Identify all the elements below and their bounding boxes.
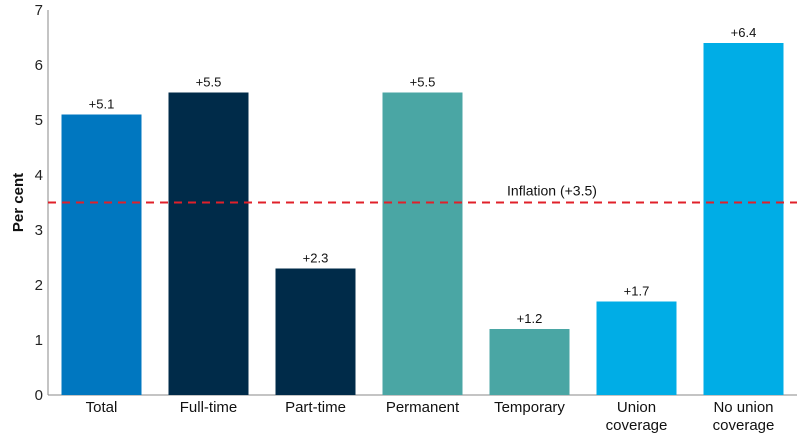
category-label: Temporary <box>494 399 565 416</box>
bars <box>61 43 784 395</box>
y-axis-title: Per cent <box>10 173 27 232</box>
y-tick-label: 6 <box>35 57 43 74</box>
y-tick-label: 7 <box>35 2 43 19</box>
inflation-reference-label: Inflation (+3.5) <box>507 183 597 199</box>
y-ticks: 0 1 2 3 4 5 6 7 <box>35 2 43 404</box>
bar-value-label: +5.5 <box>410 75 436 90</box>
y-tick-label: 0 <box>35 387 43 404</box>
category-label: No union <box>713 399 773 416</box>
category-label: Union <box>617 399 656 416</box>
bar <box>61 114 142 395</box>
category-label: coverage <box>606 417 668 434</box>
y-tick-label: 3 <box>35 222 43 239</box>
category-label: Permanent <box>386 399 460 416</box>
bar-value-label: +2.3 <box>303 251 329 266</box>
bar-value-label: +1.7 <box>624 284 650 299</box>
bar-labels: +5.1 +5.5 +2.3 +5.5 +1.2 +1.7 +6.4 <box>89 25 757 326</box>
y-tick-label: 4 <box>35 167 43 184</box>
bar-value-label: +1.2 <box>517 311 543 326</box>
bar <box>703 43 784 395</box>
category-label: Part-time <box>285 399 346 416</box>
category-label: coverage <box>713 417 775 434</box>
bar <box>275 268 356 395</box>
bar <box>382 92 463 395</box>
bar <box>489 329 570 395</box>
y-tick-label: 1 <box>35 332 43 349</box>
category-labels: Total Full-time Part-time Permanent Temporar… <box>86 399 775 434</box>
y-tick-label: 2 <box>35 277 43 294</box>
category-label: Total <box>86 399 118 416</box>
bar-value-label: +5.5 <box>196 75 222 90</box>
category-label: Full-time <box>180 399 238 416</box>
bar-value-label: +6.4 <box>731 25 757 40</box>
bar <box>596 301 677 395</box>
bar-value-label: +5.1 <box>89 97 115 112</box>
y-tick-label: 5 <box>35 112 43 129</box>
bar <box>168 92 249 395</box>
